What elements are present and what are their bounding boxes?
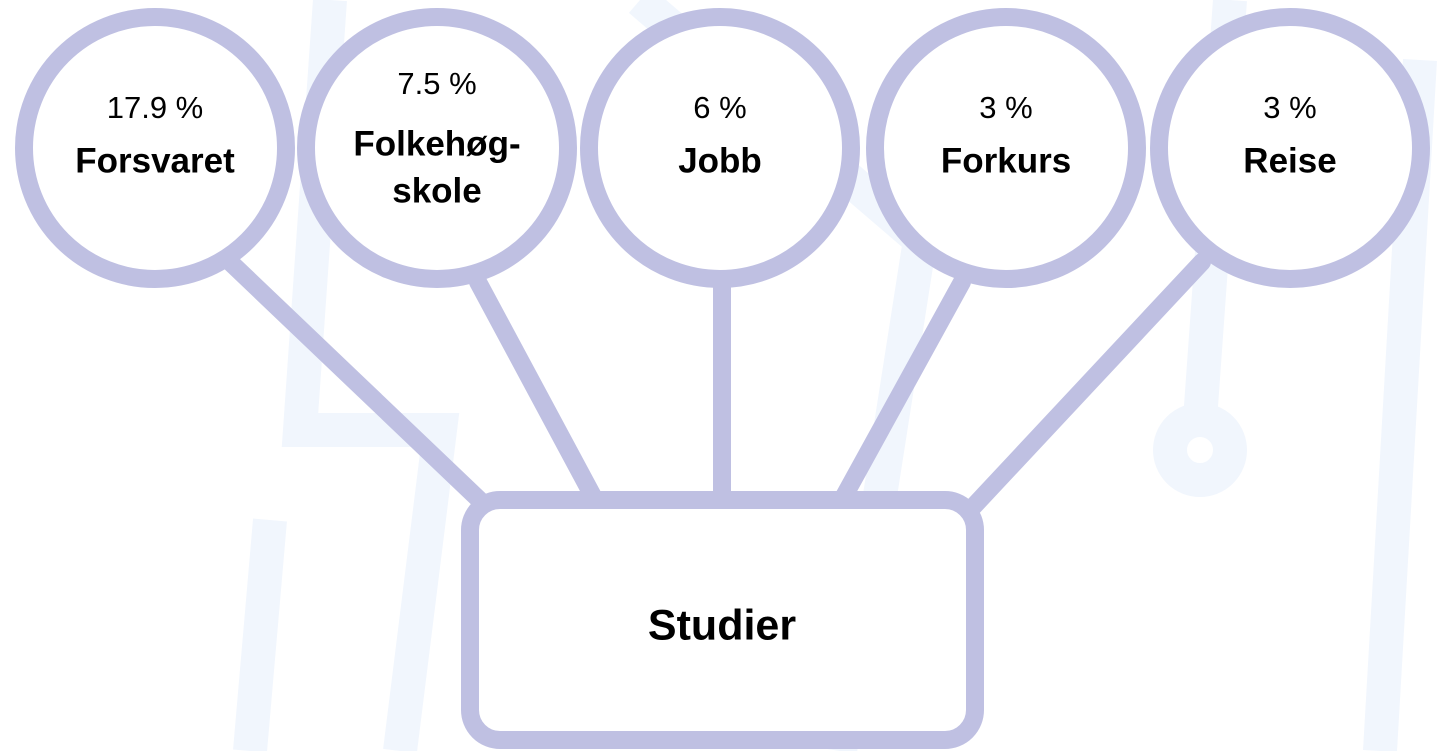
node-label: skole [392,171,482,210]
node-percent: 7.5 % [397,66,476,101]
node-circle [866,8,1146,288]
node-circle [580,8,860,288]
node-percent: 3 % [979,90,1032,125]
center-box [461,491,984,749]
node: 17.9 % Forsvaret [15,8,295,288]
node-circle [15,8,295,288]
node-label: Reise [1243,141,1336,180]
node-label: Jobb [678,141,762,180]
center-label: Studier [648,601,796,649]
connector [469,273,604,509]
node: 6 % Jobb [580,8,860,288]
node-circle [1150,8,1430,288]
connector [963,253,1211,517]
node: 3 % Reise [1150,8,1430,288]
node: 3 % Forkurs [866,8,1146,288]
connector [221,253,499,519]
node-circle [297,8,577,288]
node-label: Forsvaret [75,141,235,180]
node-label: Forkurs [941,141,1071,180]
node-percent: 17.9 % [107,90,204,125]
nodes: 17.9 % Forsvaret 7.5 % Folkehøg-skole 6 % Job… [15,8,1430,288]
connectors [221,253,1211,519]
node: 7.5 % Folkehøg-skole [297,8,577,288]
node-label: Folkehøg- [353,124,520,163]
node-percent: 6 % [693,90,746,125]
node-percent: 3 % [1263,90,1316,125]
connector [833,273,971,509]
